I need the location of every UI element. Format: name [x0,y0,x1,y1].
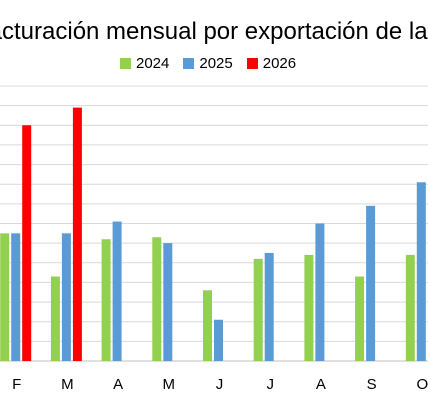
bar-2025-9 [416,182,426,361]
legend-swatch-2026 [246,57,258,69]
x-tick-label: A [113,376,123,393]
bar-2025-7 [315,223,325,361]
bar-2025-3 [112,221,122,361]
bar-2025-5 [214,319,223,361]
legend-label-2025: 2025 [199,54,233,72]
x-tick-label: S [367,376,377,393]
x-tick-label: J [266,376,274,393]
x-tick-label: J [216,376,224,393]
legend-swatch-2024 [120,57,131,69]
bar-2024-1 [0,233,10,361]
bar-2026-2 [72,107,82,361]
legend-label-2026: 2026 [262,54,297,72]
chart-title-text: Facturación mensual por exportación de l… [0,18,428,45]
legend-item-2026: 2026 [246,54,297,72]
bar-2024-7 [304,254,314,361]
x-tick-label: M [163,376,176,393]
x-tick-label: A [316,376,326,393]
bar-2025-1 [11,233,21,361]
legend-swatch-2025 [183,57,195,69]
bar-2024-9 [405,254,415,361]
x-tick-label: O [416,376,428,393]
bar-2025-4 [163,243,173,361]
legend: 2024 2025 2026 [120,52,296,74]
bar-2024-5 [203,290,212,361]
x-tick-label: F [12,376,21,393]
bar-2025-6 [264,252,274,361]
chart-title: Facturación mensual por exportación de l… [0,17,428,47]
bar-2024-3 [101,239,111,361]
bar-2025-8 [366,205,376,361]
bar-2024-2 [50,276,60,361]
bar-2024-8 [355,276,365,361]
bar-2024-4 [152,237,162,361]
bar-2024-6 [253,258,263,361]
bar-2025-2 [61,233,71,361]
legend-label-2024: 2024 [136,54,170,72]
legend-item-2024: 2024 [120,55,169,72]
x-tick-label: M [61,376,74,393]
bar-2026-1 [22,125,32,362]
legend-item-2025: 2025 [183,54,233,72]
